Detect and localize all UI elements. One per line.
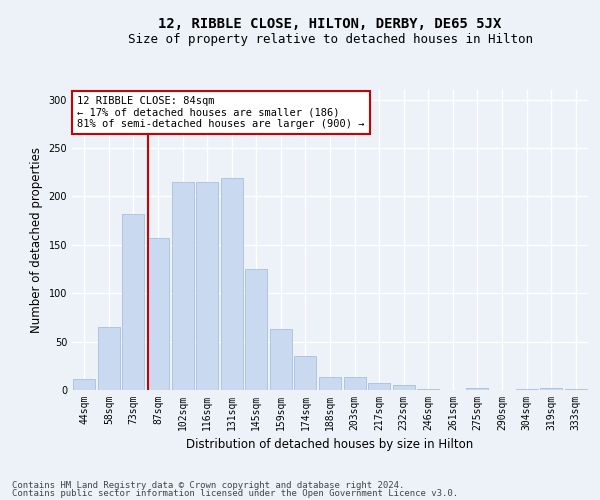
Bar [565, 389, 587, 390]
Bar [515, 389, 538, 390]
Text: Size of property relative to detached houses in Hilton: Size of property relative to detached ho… [128, 32, 533, 46]
Bar [368, 383, 390, 390]
Bar [344, 378, 365, 390]
Bar [417, 389, 439, 390]
Bar [466, 388, 488, 390]
X-axis label: Distribution of detached houses by size in Hilton: Distribution of detached houses by size … [187, 438, 473, 452]
Bar [122, 214, 145, 390]
Y-axis label: Number of detached properties: Number of detached properties [30, 147, 43, 333]
Bar [319, 378, 341, 390]
Bar [73, 380, 95, 390]
Bar [98, 327, 120, 390]
Text: Contains HM Land Registry data © Crown copyright and database right 2024.: Contains HM Land Registry data © Crown c… [12, 481, 404, 490]
Bar [270, 329, 292, 390]
Bar [196, 182, 218, 390]
Bar [295, 356, 316, 390]
Bar [540, 388, 562, 390]
Bar [172, 182, 194, 390]
Text: Contains public sector information licensed under the Open Government Licence v3: Contains public sector information licen… [12, 488, 458, 498]
Text: 12, RIBBLE CLOSE, HILTON, DERBY, DE65 5JX: 12, RIBBLE CLOSE, HILTON, DERBY, DE65 5J… [158, 18, 502, 32]
Bar [392, 385, 415, 390]
Bar [245, 269, 268, 390]
Bar [147, 238, 169, 390]
Text: 12 RIBBLE CLOSE: 84sqm
← 17% of detached houses are smaller (186)
81% of semi-de: 12 RIBBLE CLOSE: 84sqm ← 17% of detached… [77, 96, 365, 129]
Bar [221, 178, 243, 390]
